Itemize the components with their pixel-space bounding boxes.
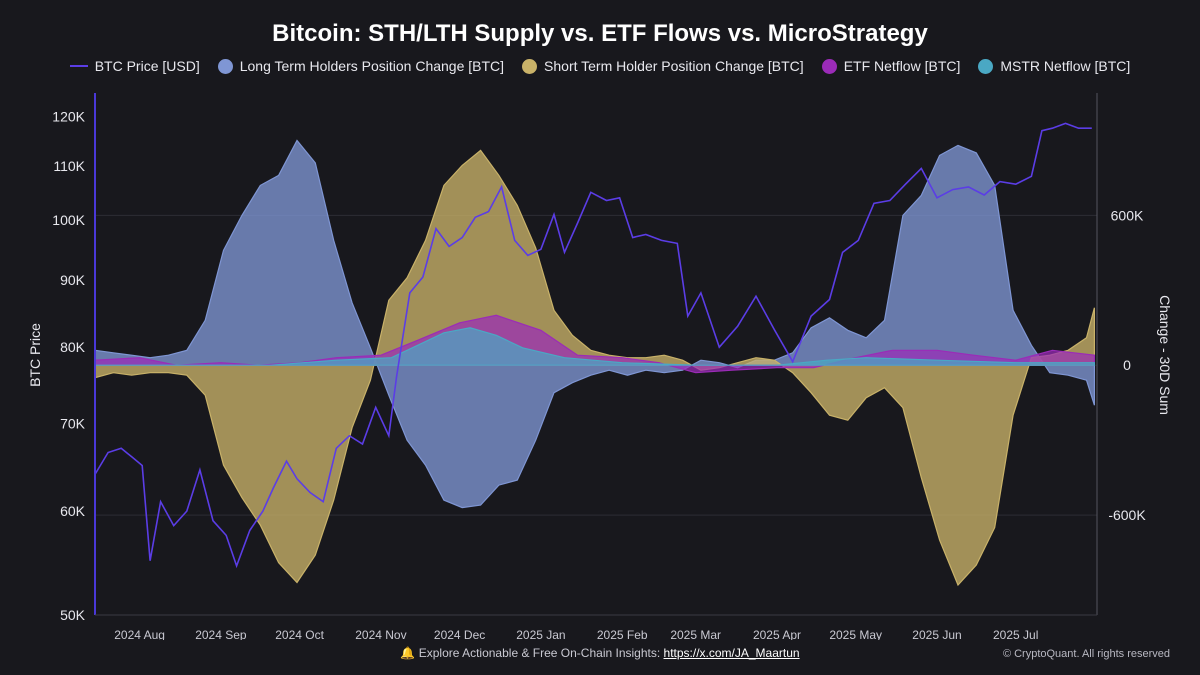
chart-title: Bitcoin: STH/LTH Supply vs. ETF Flows vs… xyxy=(272,20,928,47)
series-area-mstr xyxy=(95,327,1095,366)
right-axis-ticks: -600K 0 600K xyxy=(1108,207,1146,523)
x-tick-label: 2025 Feb xyxy=(597,628,648,640)
x-tick-label: 2024 Nov xyxy=(355,628,406,640)
x-tick-label: 2025 Apr xyxy=(753,628,801,640)
x-tick-label: 2025 Jul xyxy=(993,628,1038,640)
legend-label: ETF Netflow [BTC] xyxy=(843,58,961,74)
legend-label: BTC Price [USD] xyxy=(94,58,200,74)
copyright-text: © CryptoQuant. All rights reserved xyxy=(1002,648,1170,660)
chart-legend: BTC Price [USD] Long Term Holders Positio… xyxy=(0,58,1200,74)
series-area-etf xyxy=(94,314,1095,374)
legend-dot-swatch xyxy=(522,58,538,74)
series-areas xyxy=(94,139,1095,587)
legend-label: Long Term Holders Position Change [BTC] xyxy=(239,58,505,74)
legend-dot-swatch xyxy=(821,58,837,74)
x-axis-ticks: 2024 Aug 2024 Sep 2024 Oct 2024 Nov 2024 Dec… xyxy=(114,628,1038,640)
chart-svg: 50K 60K 70K 80K 90K 100K 110K 120K -600K 0 600K 2… xyxy=(27,93,1173,640)
y-tick-label: 50K xyxy=(60,607,86,623)
x-tick-label: 2024 Sep xyxy=(195,628,247,640)
y2-axis-label: Change - 30D Sum xyxy=(1157,295,1173,415)
legend-dot-swatch xyxy=(217,58,233,74)
y-tick-label: 60K xyxy=(60,503,86,519)
y-tick-label: 70K xyxy=(60,415,86,431)
x-tick-label: 2024 Oct xyxy=(275,628,324,640)
legend-line-swatch xyxy=(69,65,88,67)
y-tick-label: 80K xyxy=(60,339,86,355)
series-area-sth xyxy=(94,149,1095,587)
axes xyxy=(94,93,1098,616)
y-tick-label: 110K xyxy=(53,158,85,174)
price-line-layer xyxy=(94,122,1092,569)
y-tick-label: 90K xyxy=(60,272,86,288)
footer-text: Explore Actionable & Free On-Chain Insig… xyxy=(418,646,664,660)
x-tick-label: 2025 Mar xyxy=(670,628,721,640)
legend-label: Short Term Holder Position Change [BTC] xyxy=(544,58,804,74)
legend-label: MSTR Netflow [BTC] xyxy=(1000,58,1131,74)
series-area-lth xyxy=(94,139,1095,509)
y2-tick-label: 0 xyxy=(1123,357,1131,373)
x-tick-label: 2025 May xyxy=(829,628,882,640)
x-tick-label: 2025 Jan xyxy=(516,628,565,640)
legend-item[interactable]: MSTR Netflow [BTC] xyxy=(978,58,1130,74)
y-axis-label: BTC Price xyxy=(27,323,43,387)
y-tick-label: 120K xyxy=(52,108,85,124)
x-tick-label: 2024 Aug xyxy=(114,628,165,640)
legend-item[interactable]: Long Term Holders Position Change [BTC] xyxy=(217,58,505,74)
y2-tick-label: 600K xyxy=(1111,207,1144,223)
footer-link[interactable]: https://x.com/JA_Maartun xyxy=(663,646,800,660)
left-axis-ticks: 50K 60K 70K 80K 90K 100K 110K 120K xyxy=(52,108,85,623)
legend-item[interactable]: BTC Price [USD] xyxy=(69,58,200,74)
bell-icon: 🔔 xyxy=(400,646,416,660)
y2-tick-label: -600K xyxy=(1108,507,1146,523)
x-tick-label: 2024 Dec xyxy=(434,628,485,640)
y-tick-label: 100K xyxy=(52,212,85,228)
legend-item[interactable]: Short Term Holder Position Change [BTC] xyxy=(522,58,804,74)
legend-item[interactable]: ETF Netflow [BTC] xyxy=(821,58,961,74)
btc-price-line xyxy=(94,122,1092,569)
legend-dot-swatch xyxy=(978,58,994,74)
x-tick-label: 2025 Jun xyxy=(912,628,961,640)
footer: 🔔 Explore Actionable & Free On-Chain Ins… xyxy=(0,646,1200,660)
